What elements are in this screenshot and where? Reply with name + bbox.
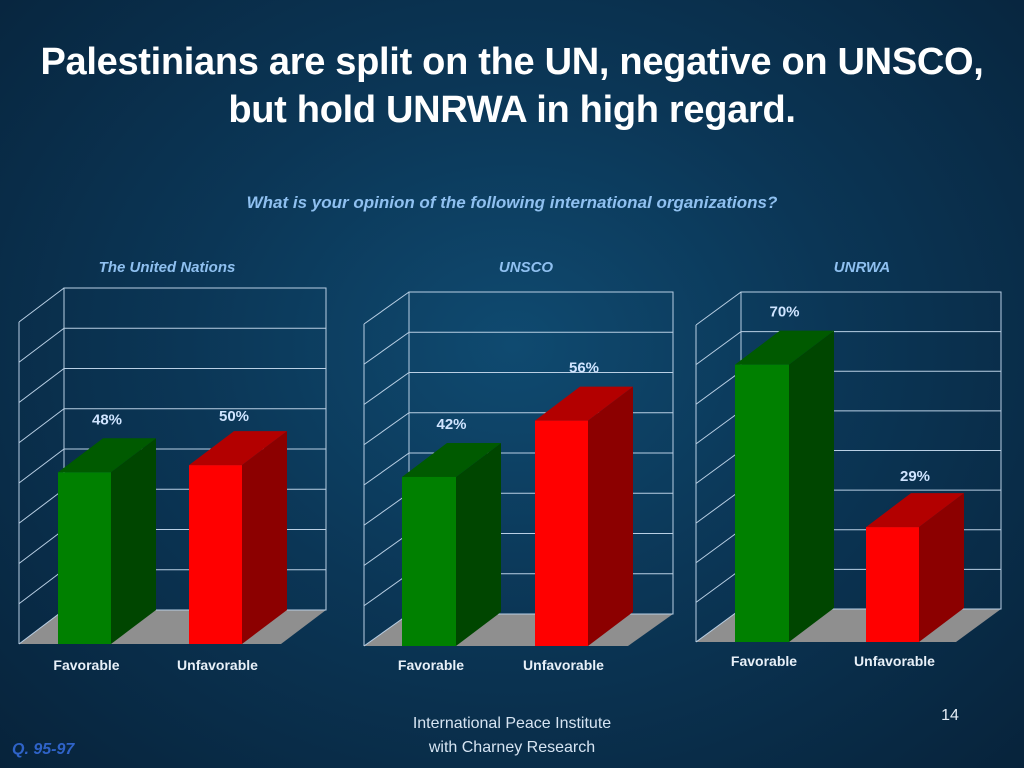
side-gridline xyxy=(363,533,410,566)
bar-side xyxy=(789,330,834,642)
side-gridline xyxy=(363,452,410,486)
category-label: Favorable xyxy=(53,657,119,673)
chart-title: UNRWA xyxy=(834,259,890,276)
bar-favorable xyxy=(402,442,501,646)
bar-front xyxy=(535,420,588,646)
side-gridline xyxy=(18,368,65,403)
bar-top xyxy=(58,438,156,473)
category-label: Favorable xyxy=(398,657,464,673)
data-label: 56% xyxy=(569,360,599,377)
data-label: 48% xyxy=(92,411,122,428)
chart-2: 42% Favorable 56% Unfavorable UNSCO xyxy=(363,259,674,673)
side-gridline xyxy=(18,408,65,444)
bar-unfavorable xyxy=(535,386,633,646)
footer-line-2: with Charney Research xyxy=(428,739,596,756)
bar-unfavorable xyxy=(189,431,287,644)
side-gridline xyxy=(18,448,65,484)
bar-favorable xyxy=(58,438,156,644)
bar-side xyxy=(456,442,501,646)
bar-top xyxy=(535,386,633,421)
question-reference: Q. 95-97 xyxy=(12,741,75,758)
side-gridline xyxy=(18,609,65,645)
side-gridline xyxy=(363,291,410,325)
bar-front xyxy=(866,527,919,642)
bar-side xyxy=(111,438,156,644)
chart-title: The United Nations xyxy=(99,259,236,276)
chart-title: UNSCO xyxy=(499,259,554,276)
side-gridline xyxy=(695,291,742,326)
bar-top xyxy=(402,442,501,477)
bar-side xyxy=(588,386,633,646)
side-gridline xyxy=(695,608,742,643)
category-label: Favorable xyxy=(731,653,797,669)
category-label: Unfavorable xyxy=(523,657,604,673)
bar-unfavorable xyxy=(866,493,964,642)
side-gridline xyxy=(363,492,410,526)
bar-front xyxy=(735,364,789,642)
side-gridline xyxy=(695,450,742,484)
question-text: What is your opinion of the following in… xyxy=(246,193,778,212)
category-label: Unfavorable xyxy=(854,653,935,669)
side-gridline xyxy=(695,410,742,445)
side-gridline xyxy=(363,331,410,365)
footer-credit: International Peace Institute with Charn… xyxy=(362,712,662,760)
bar-front xyxy=(189,465,242,644)
chart-1: 48% Favorable 50% Unfavorable The United Nat… xyxy=(18,259,327,673)
bar-top xyxy=(866,493,964,528)
bar-top xyxy=(735,330,834,365)
side-gridline xyxy=(363,573,410,607)
side-gridline xyxy=(695,489,742,524)
category-label: Unfavorable xyxy=(177,657,258,673)
data-label: 50% xyxy=(219,408,249,425)
side-gridline xyxy=(18,287,65,323)
side-gridline xyxy=(695,331,742,366)
side-gridline xyxy=(363,372,410,405)
footer-line-1: International Peace Institute xyxy=(412,715,612,732)
side-gridline xyxy=(695,568,742,603)
side-gridline xyxy=(695,370,742,405)
side-gridline xyxy=(363,613,410,647)
bar-side xyxy=(919,493,964,642)
page-number: 14 xyxy=(941,707,959,724)
side-gridline xyxy=(695,529,742,564)
side-gridline xyxy=(18,569,65,605)
bar-favorable xyxy=(735,330,834,642)
bar-front xyxy=(402,476,456,646)
data-label: 29% xyxy=(900,468,930,485)
side-gridline xyxy=(18,327,65,363)
side-gridline xyxy=(363,412,410,446)
slide-title: Palestinians are split on the UN, negati… xyxy=(40,41,984,131)
data-label: 70% xyxy=(769,304,799,321)
bar-side xyxy=(242,431,287,644)
bar-front xyxy=(58,472,111,644)
side-gridline xyxy=(18,529,65,564)
side-gridline xyxy=(18,488,65,524)
data-label: 42% xyxy=(436,416,466,433)
chart-3: 70% Favorable 29% Unfavorable UNRWA xyxy=(695,259,1002,669)
bar-top xyxy=(189,431,287,466)
